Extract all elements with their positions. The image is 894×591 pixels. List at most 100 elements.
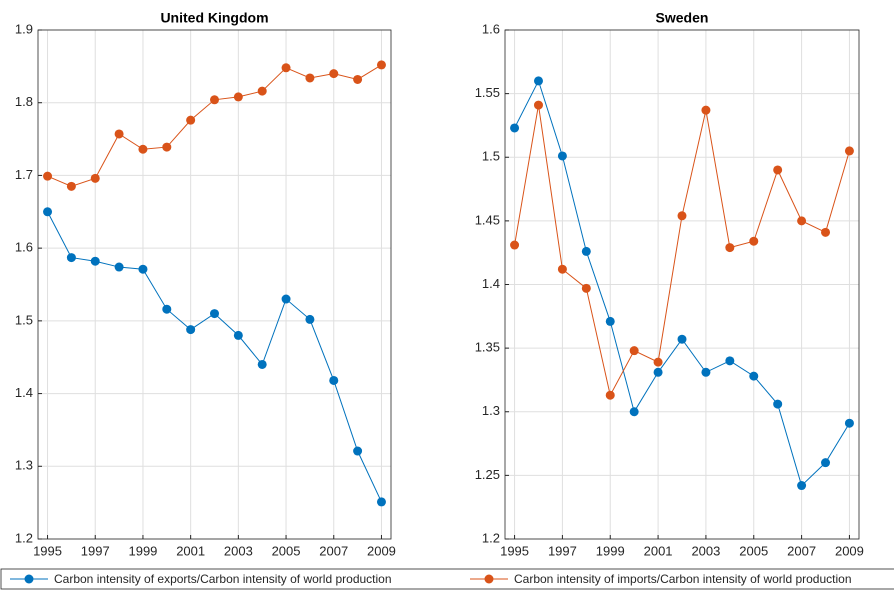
y-tick-label: 1.45 [475, 212, 500, 227]
data-point [797, 216, 807, 226]
data-point [629, 407, 639, 417]
x-tick-label: 2009 [367, 543, 396, 558]
data-point [90, 173, 100, 183]
data-point [353, 74, 363, 84]
data-point [66, 253, 76, 263]
data-point [186, 115, 196, 125]
data-point [210, 309, 219, 319]
legend-box [0, 568, 894, 590]
data-point [510, 123, 520, 133]
data-point [510, 240, 520, 250]
x-tick-label: 2007 [787, 543, 816, 558]
data-point [605, 316, 615, 326]
x-tick-label: 1995 [500, 543, 529, 558]
data-point [533, 100, 543, 110]
data-point [821, 227, 831, 237]
x-tick-label: 2001 [176, 543, 205, 558]
data-point [281, 63, 291, 73]
data-point [629, 346, 639, 356]
y-tick-label: 1.6 [15, 240, 33, 255]
x-tick-label: 2003 [224, 543, 253, 558]
data-point [138, 264, 148, 274]
data-point [329, 69, 339, 79]
y-tick-label: 1.2 [482, 530, 500, 545]
data-point [43, 171, 53, 181]
y-tick-label: 1.55 [475, 85, 500, 100]
data-point [162, 304, 172, 314]
data-point [701, 105, 711, 115]
axes-box [504, 29, 860, 540]
data-point [233, 92, 243, 102]
data-point [581, 283, 591, 293]
data-point [844, 418, 854, 428]
x-tick-label: 2001 [644, 543, 673, 558]
data-point [749, 371, 759, 381]
data-point [305, 73, 315, 83]
data-point [305, 314, 315, 324]
data-point [749, 236, 759, 246]
data-point [114, 129, 124, 139]
data-point [557, 151, 567, 161]
x-tick-label: 2009 [835, 543, 864, 558]
data-point [376, 497, 386, 507]
data-point [233, 330, 243, 340]
data-point [257, 359, 267, 369]
data-point [797, 481, 807, 491]
data-point [844, 146, 854, 156]
data-point [90, 256, 100, 266]
data-point [725, 243, 735, 253]
x-tick-label: 1999 [128, 543, 157, 558]
x-tick-label: 1997 [548, 543, 577, 558]
data-point [66, 181, 76, 191]
data-point [533, 76, 543, 86]
data-point [43, 207, 53, 217]
data-point [653, 357, 663, 367]
data-point [186, 325, 196, 335]
y-tick-label: 1.5 [482, 149, 500, 164]
data-point [210, 95, 219, 105]
x-tick-label: 1999 [596, 543, 625, 558]
y-tick-label: 1.3 [482, 403, 500, 418]
data-point [557, 264, 567, 274]
legend-label: Carbon intensity of exports/Carbon inten… [54, 572, 392, 586]
data-point [773, 399, 783, 409]
chart-title: United Kingdom [160, 10, 268, 26]
y-tick-label: 1.9 [15, 21, 33, 36]
legend-label: Carbon intensity of imports/Carbon inten… [514, 572, 852, 586]
data-point [821, 458, 831, 468]
chart-title: Sweden [656, 10, 709, 26]
data-point [725, 356, 735, 366]
x-tick-label: 1997 [81, 543, 110, 558]
y-tick-label: 1.2 [15, 530, 33, 545]
data-point [329, 375, 339, 385]
x-tick-label: 2003 [691, 543, 720, 558]
y-tick-label: 1.8 [15, 94, 33, 109]
data-point [376, 60, 386, 70]
data-point [653, 367, 663, 377]
data-point [581, 246, 591, 256]
y-tick-label: 1.4 [15, 385, 33, 400]
data-point [257, 86, 267, 96]
data-point [605, 390, 615, 400]
y-tick-label: 1.4 [482, 276, 500, 291]
data-point [138, 144, 148, 154]
data-point [677, 211, 687, 221]
x-tick-label: 2007 [319, 543, 348, 558]
y-tick-label: 1.25 [475, 467, 500, 482]
x-tick-label: 2005 [272, 543, 301, 558]
y-tick-label: 1.5 [15, 312, 33, 327]
y-tick-label: 1.35 [475, 340, 500, 355]
axes-box [37, 29, 392, 540]
data-point [701, 367, 711, 377]
data-point [773, 165, 783, 175]
x-tick-label: 1995 [33, 543, 62, 558]
data-point [677, 334, 687, 344]
legend-marker [24, 574, 34, 584]
y-tick-label: 1.3 [15, 458, 33, 473]
data-point [353, 446, 363, 456]
x-tick-label: 2005 [739, 543, 768, 558]
data-point [162, 142, 172, 152]
y-tick-label: 1.6 [482, 21, 500, 36]
